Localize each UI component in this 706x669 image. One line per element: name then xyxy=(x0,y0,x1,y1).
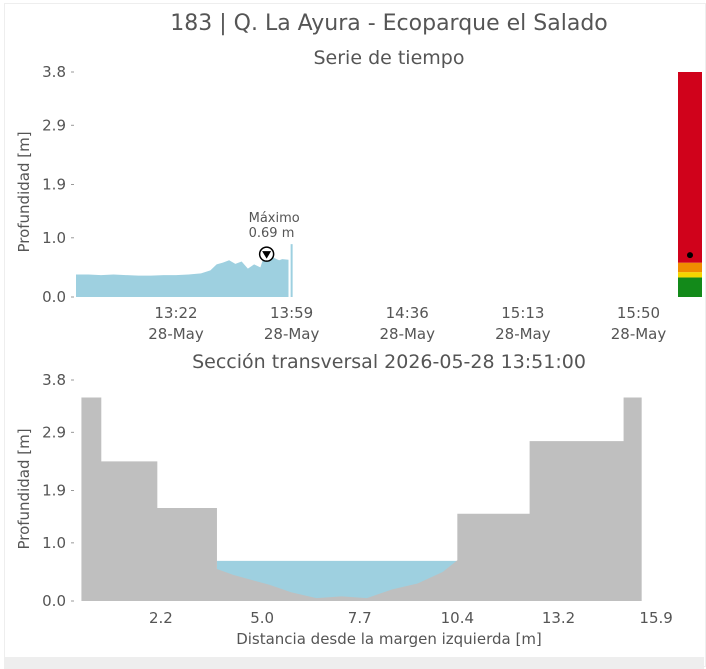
timeseries-ytick-label: 3.8 xyxy=(42,63,66,81)
timeseries-xticks: 13:22 28-May 13:59 28-May 14:36 28-May 15:13 28… xyxy=(148,304,666,343)
cross-section-ytick-label: 3.8 xyxy=(42,371,66,389)
timeseries-xtick-label: 13:22 xyxy=(154,304,197,322)
risk-level-naranja xyxy=(678,262,702,273)
cross-section-terrain xyxy=(81,397,642,601)
timeseries-ytick-label: 0.0 xyxy=(42,288,66,306)
timeseries-ytick-label: 1.0 xyxy=(42,229,66,247)
cross-section-xtick-label: 13.2 xyxy=(542,609,575,627)
cross-section-title: Sección transversal 2026-05-28 13:51:00 xyxy=(192,351,586,373)
cross-section-xtick-label: 2.2 xyxy=(149,609,173,627)
cross-section-xtick-label: 5.0 xyxy=(250,609,274,627)
risk-current-marker xyxy=(687,252,693,259)
page-title: 183 | Q. La Ayura - Ecoparque el Salado xyxy=(170,11,608,36)
max-value-label: 0.69 m xyxy=(249,226,295,241)
max-annotation: Máximo 0.69 m xyxy=(249,211,300,262)
timeseries-xtick-label: 15:50 xyxy=(617,304,660,322)
timeseries-ytick-label: 2.9 xyxy=(42,116,66,134)
max-label: Máximo xyxy=(249,211,300,226)
cross-section-yticks: 0.0 1.0 1.9 2.9 3.8 xyxy=(42,371,74,610)
timeseries-xtick-label: 15:13 xyxy=(501,304,544,322)
risk-level-verde xyxy=(678,277,702,297)
timeseries-xtick-label: 14:36 xyxy=(386,304,429,322)
timeseries-xtick-sublabel: 28-May xyxy=(264,325,320,343)
cross-section-ytick-label: 1.0 xyxy=(42,534,66,552)
timeseries-yticks: 0.0 1.0 1.9 2.9 3.8 xyxy=(42,63,74,306)
risk-level-amarillo xyxy=(678,272,702,278)
timeseries-ylabel: Profundidad [m] xyxy=(15,131,33,252)
cross-section-xtick-label: 10.4 xyxy=(441,609,474,627)
timeseries-title: Serie de tiempo xyxy=(314,47,465,69)
cross-section-xtick-label: 7.7 xyxy=(348,609,372,627)
cross-section-ytick-label: 1.9 xyxy=(42,482,66,500)
cross-section-ytick-label: 0.0 xyxy=(42,592,66,610)
cross-section-xtick-label: 15.9 xyxy=(639,609,672,627)
cross-section-chart: Sección transversal 2026-05-28 13:51:00 … xyxy=(15,351,673,648)
timeseries-xtick-sublabel: 28-May xyxy=(495,325,551,343)
timeseries-chart: Serie de tiempo Profundidad [m] 0.0 1.0 1.… xyxy=(15,47,702,343)
cross-section-xlabel: Distancia desde la margen izquierda [m] xyxy=(236,630,542,648)
timeseries-ytick-label: 1.9 xyxy=(42,176,66,194)
timeseries-xtick-sublabel: 28-May xyxy=(611,325,667,343)
timeseries-xtick-sublabel: 28-May xyxy=(148,325,204,343)
risk-level-bar xyxy=(678,72,702,297)
max-marker-down-triangle-icon xyxy=(262,251,272,259)
cross-section-ytick-label: 2.9 xyxy=(42,423,66,441)
cross-section-xticks: 2.2 5.0 7.7 10.4 13.2 15.9 xyxy=(149,609,673,627)
timeseries-xtick-sublabel: 28-May xyxy=(379,325,435,343)
timeseries-depth-area xyxy=(76,256,289,297)
bottom-strip xyxy=(4,657,704,669)
cross-section-ylabel: Profundidad [m] xyxy=(15,428,33,549)
risk-level-rojo xyxy=(678,72,702,263)
timeseries-xtick-label: 13:59 xyxy=(270,304,313,322)
